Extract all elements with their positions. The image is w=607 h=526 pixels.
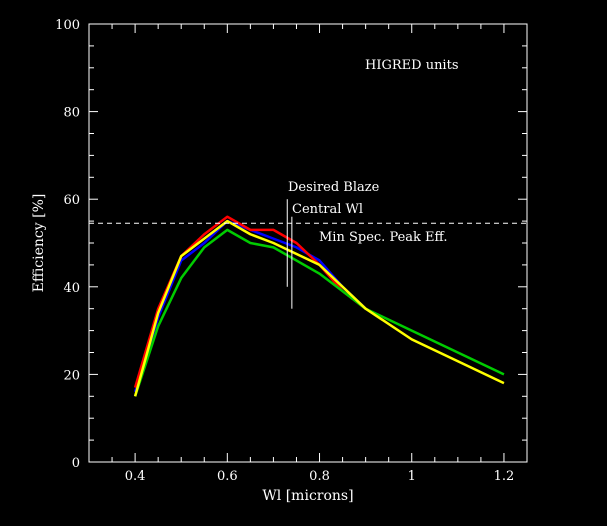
reference-lines: [89, 199, 527, 309]
y-tick-label: 20: [63, 368, 80, 383]
x-axis-title: Wl [microns]: [262, 488, 353, 504]
y-tick-label: 60: [63, 193, 80, 208]
y-tick-label: 40: [63, 281, 80, 296]
y-tick-label: 80: [63, 106, 80, 121]
y-tick-label: 100: [55, 18, 80, 33]
x-tick-label: 1.2: [494, 469, 515, 484]
x-tick-label: 0.8: [309, 469, 330, 484]
plot-frame: [88, 23, 528, 463]
blaze-line-label: Desired Blaze: [288, 180, 380, 195]
x-tick-label: 0.6: [217, 469, 238, 484]
series-fill: [135, 221, 366, 392]
y-axis-title: Efficiency [%]: [31, 194, 47, 293]
series-line-3: [133, 228, 505, 397]
central-line-label: Central Wl: [292, 202, 363, 217]
min-peak-label: Min Spec. Peak Eff.: [319, 230, 447, 245]
x-tick-label: 1: [408, 469, 416, 484]
axis-tick-labels: 0.4 0.6 0.8 1 1.2 0 20 40 60 80 100: [55, 18, 514, 484]
y-tick-label: 0: [72, 456, 80, 471]
series-line-4: [133, 219, 505, 397]
series-lines: [133, 215, 505, 397]
x-tick-label: 0.4: [125, 469, 146, 484]
units-label: HIGRED units: [365, 58, 459, 73]
axis-ticks: [88, 23, 528, 463]
